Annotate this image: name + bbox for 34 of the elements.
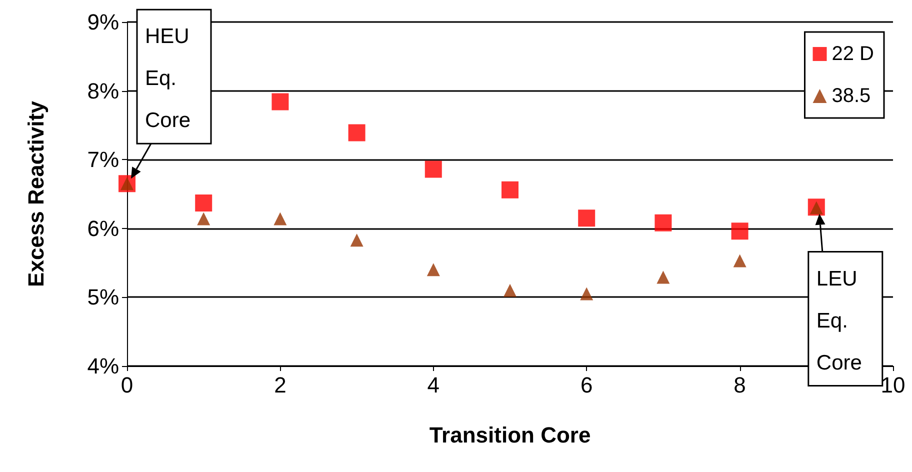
point	[733, 254, 746, 268]
annotation: HEU Eq. Core	[145, 25, 191, 132]
point	[580, 287, 594, 300]
point	[274, 212, 287, 226]
y-tick-label: 7%	[87, 147, 119, 172]
x-tick-label: 6	[580, 372, 593, 398]
x-tick-label: 4	[427, 372, 440, 398]
annotation: LEU Eq. Core	[816, 267, 862, 374]
y-tick-label: 6%	[87, 216, 119, 241]
point	[578, 210, 596, 227]
x-tick-label: 0	[120, 372, 134, 398]
legend-label: 22 D	[832, 43, 874, 65]
point	[195, 194, 212, 212]
y-tick-label: 4%	[87, 354, 119, 378]
y-tick-label: 5%	[87, 284, 119, 310]
point	[502, 181, 518, 198]
point	[348, 124, 366, 142]
y-tick-label: 8%	[87, 78, 119, 104]
point	[426, 263, 440, 276]
y-tick-label: 9%	[87, 10, 119, 34]
x-axis-title: Transition Core	[429, 422, 591, 448]
point	[504, 284, 516, 297]
point	[350, 234, 364, 247]
point	[197, 212, 210, 226]
point	[272, 93, 289, 110]
point	[731, 222, 748, 240]
legend-label: 38.5	[832, 85, 871, 107]
point	[424, 160, 442, 178]
x-tick-label: 8	[734, 372, 746, 398]
point	[654, 214, 672, 232]
y-axis-title: Excess Reactivity	[24, 100, 48, 287]
x-tick-label: 10	[880, 372, 906, 398]
point	[656, 270, 670, 284]
x-tick-label: 2	[274, 372, 286, 398]
